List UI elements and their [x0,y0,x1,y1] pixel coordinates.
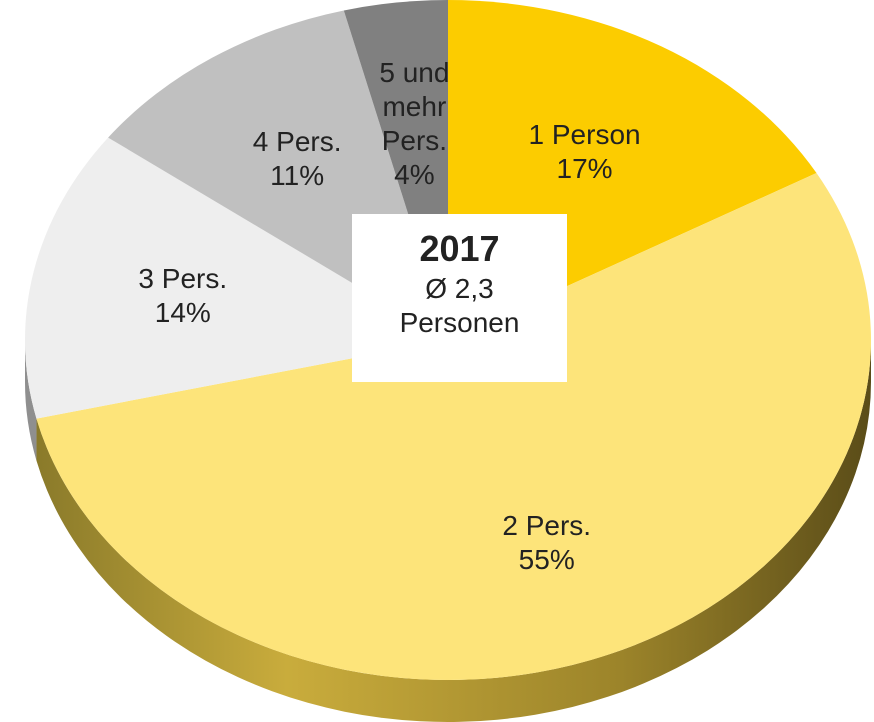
slice-label: 1 Person 17% [485,118,685,186]
category-label: 3 Pers. [138,263,228,295]
center-box: 2017 Ø 2,3 Personen [352,214,567,382]
value-label: 17% [556,153,613,185]
value-label: 11% [270,160,325,192]
slice-label: 4 Pers. 11% [197,125,397,193]
category-label: 4 Pers. [252,126,342,158]
chart-title: 2017 [419,228,500,269]
category-label: 1 Person [528,119,641,151]
pie-slice [24,137,449,419]
value-label: 4% [394,159,435,191]
value-label: 14% [154,297,211,329]
slice-label: 2 Pers. 55% [447,509,647,577]
chart-subtitle: Ø 2,3 Personen [399,273,520,338]
category-label: 2 Pers. [502,509,592,541]
pie-slice [36,173,872,681]
slice-side [25,340,37,461]
category-label: 5 und mehr Pers. [379,57,450,157]
slice-label: 3 Pers. 14% [83,262,283,330]
slice-label: 5 und mehr Pers. 4% [369,56,459,192]
value-label: 55% [518,543,575,575]
